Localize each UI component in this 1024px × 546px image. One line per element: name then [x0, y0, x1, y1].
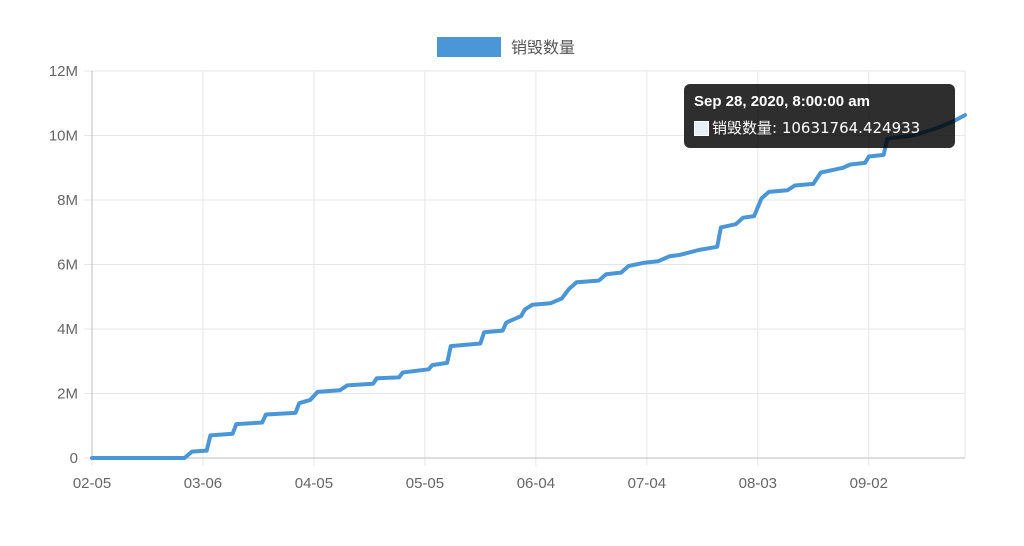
data-point[interactable] — [882, 153, 885, 157]
y-tick-label: 0 — [70, 450, 78, 467]
data-point[interactable] — [501, 329, 504, 332]
legend-swatch — [437, 37, 501, 57]
data-point[interactable] — [235, 422, 238, 426]
data-point[interactable] — [697, 248, 700, 252]
grid — [84, 70, 966, 466]
data-point[interactable] — [264, 413, 268, 416]
data-point[interactable] — [719, 226, 723, 229]
y-tick-label: 8M — [57, 192, 78, 209]
y-tick-label: 6M — [57, 257, 78, 274]
data-point[interactable] — [209, 434, 212, 437]
data-point[interactable] — [309, 398, 312, 402]
data-point[interactable] — [678, 253, 682, 257]
data-point[interactable] — [867, 155, 871, 158]
tooltip: Sep 28, 2020, 8:00:00 am 销毁数量: 10631764.… — [684, 84, 955, 148]
data-point[interactable] — [793, 184, 797, 187]
x-axis-ticks: 02-05 03-06 04-05 05-05 06-04 07-04 08-03 09-02 — [73, 475, 888, 492]
data-point[interactable] — [231, 432, 234, 436]
data-point[interactable] — [297, 401, 301, 405]
y-axis-ticks: 0 2M 4M 6M 8M 10M 12M — [49, 63, 78, 467]
data-point[interactable] — [786, 189, 789, 192]
data-point[interactable] — [715, 245, 719, 248]
data-point[interactable] — [656, 260, 660, 263]
data-point[interactable] — [338, 389, 342, 392]
data-point[interactable] — [619, 271, 623, 274]
data-point[interactable] — [523, 308, 527, 311]
legend-label: 销毁数量 — [511, 38, 575, 57]
data-point[interactable] — [431, 363, 434, 367]
data-point[interactable] — [560, 297, 563, 300]
data-point[interactable] — [445, 361, 449, 365]
data-point[interactable] — [316, 390, 319, 394]
data-point[interactable] — [371, 382, 375, 386]
x-tick-label: 08-03 — [739, 475, 777, 492]
data-point[interactable] — [401, 371, 404, 374]
data-point[interactable] — [549, 302, 552, 305]
data-point[interactable] — [597, 279, 600, 282]
data-point[interactable] — [482, 331, 486, 334]
x-tick-label: 03-06 — [184, 475, 222, 492]
data-point[interactable] — [604, 272, 608, 276]
data-point[interactable] — [294, 411, 297, 415]
series-points — [90, 113, 967, 460]
data-point[interactable] — [449, 344, 453, 348]
data-point[interactable] — [863, 161, 867, 165]
x-tick-label: 05-05 — [406, 475, 444, 492]
data-point[interactable] — [760, 197, 763, 200]
data-point[interactable] — [627, 264, 630, 268]
data-point[interactable] — [397, 376, 401, 379]
data-point[interactable] — [841, 166, 845, 169]
x-tick-label: 07-04 — [628, 475, 666, 492]
data-point[interactable] — [567, 287, 571, 290]
x-tick-label: 02-05 — [73, 475, 111, 492]
data-point[interactable] — [963, 113, 967, 117]
data-point[interactable] — [641, 261, 645, 265]
data-point[interactable] — [734, 222, 737, 226]
y-tick-label: 10M — [49, 128, 78, 145]
data-point[interactable] — [741, 216, 745, 219]
axes — [91, 71, 965, 459]
data-point[interactable] — [190, 450, 194, 453]
data-point[interactable] — [819, 171, 822, 174]
data-point[interactable] — [479, 342, 482, 345]
data-point[interactable] — [667, 255, 671, 258]
data-point[interactable] — [375, 377, 379, 380]
tooltip-color-swatch — [694, 120, 709, 136]
data-point[interactable] — [260, 421, 264, 424]
data-point[interactable] — [575, 281, 578, 284]
data-point[interactable] — [427, 368, 430, 371]
data-point[interactable] — [90, 456, 94, 460]
x-tick-label: 09-02 — [850, 475, 888, 492]
data-point[interactable] — [530, 303, 534, 307]
x-tick-label: 06-04 — [517, 475, 555, 492]
x-tick-label: 04-05 — [295, 475, 333, 492]
data-point[interactable] — [183, 456, 186, 460]
data-point[interactable] — [505, 321, 508, 324]
data-point[interactable] — [519, 314, 523, 318]
data-point[interactable] — [767, 190, 771, 194]
series-line[interactable] — [90, 113, 967, 460]
y-tick-label: 4M — [57, 321, 78, 338]
y-tick-label: 12M — [49, 63, 78, 80]
tooltip-body: 销毁数量: 10631764.424933 — [694, 118, 945, 138]
tooltip-title: Sep 28, 2020, 8:00:00 am — [694, 93, 870, 110]
data-point[interactable] — [812, 182, 815, 186]
legend[interactable]: 销毁数量 — [437, 37, 575, 57]
data-point[interactable] — [849, 163, 852, 166]
data-point[interactable] — [205, 449, 208, 452]
data-point[interactable] — [752, 214, 756, 218]
tooltip-label: 销毁数量: 10631764.424933 — [712, 119, 921, 137]
data-point[interactable] — [346, 384, 349, 387]
y-tick-label: 2M — [57, 386, 78, 403]
